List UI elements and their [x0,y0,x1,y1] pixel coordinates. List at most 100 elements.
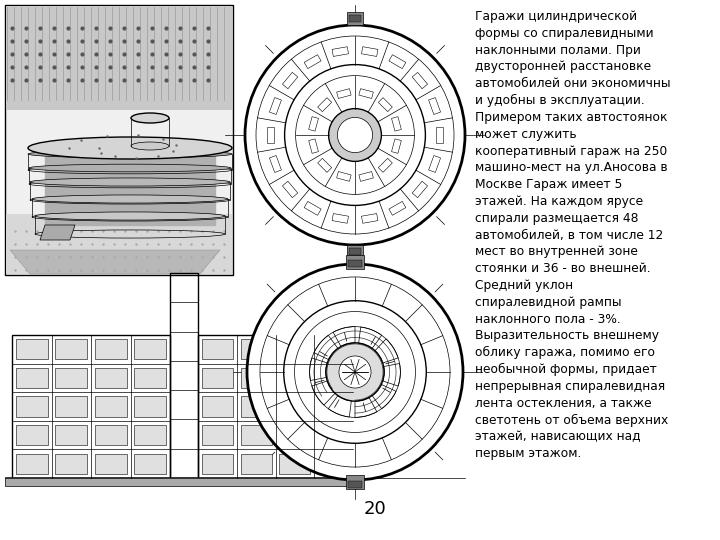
Bar [135,339,166,359]
Bar [304,55,321,69]
Bar [6,6,232,110]
Bar [318,425,349,445]
Bar [309,139,318,153]
Circle shape [328,109,382,161]
Bar [279,339,310,359]
Bar [135,396,166,416]
Bar [392,117,401,131]
Bar [6,214,232,274]
Bar [240,339,271,359]
Bar [332,47,348,57]
Bar [95,454,127,474]
Text: 20: 20 [364,500,387,518]
Bar [5,477,350,486]
Bar [428,98,441,114]
Bar [348,481,362,488]
Bar [392,139,401,153]
Bar [436,127,444,143]
Ellipse shape [28,150,232,158]
Bar [16,396,48,416]
Bar [347,12,364,25]
Bar [16,425,48,445]
Ellipse shape [29,164,231,172]
Bar [332,213,348,223]
Bar [279,454,310,474]
Bar [202,396,233,416]
Bar [304,201,321,215]
Circle shape [339,356,371,388]
Bar [16,339,48,359]
Bar [428,156,441,172]
Ellipse shape [28,137,232,159]
Bar [55,454,87,474]
Polygon shape [45,155,215,225]
Circle shape [247,264,463,480]
Bar [135,425,166,445]
Bar [378,158,392,172]
Bar [266,127,274,143]
Bar [202,339,233,359]
Bar [135,368,166,388]
Bar [359,89,374,98]
Bar [202,368,233,388]
Bar [361,47,378,57]
Bar [378,98,392,112]
Ellipse shape [30,178,230,186]
Bar [170,273,198,478]
Bar [95,368,127,388]
Bar [55,396,87,416]
Bar [135,454,166,474]
Bar [359,172,374,181]
Bar [282,72,298,89]
Bar [55,368,87,388]
Text: Гаражи цилиндрической
формы со спиралевидными
наклонными полами. При
двусторонне: Гаражи цилиндрической формы со спиралеви… [475,10,670,460]
Bar [318,158,332,172]
Bar [279,368,310,388]
Bar [347,245,364,258]
Bar [348,260,362,267]
Bar [16,454,48,474]
Bar [337,172,351,181]
Bar [389,201,406,215]
Bar [198,335,353,478]
Bar [55,425,87,445]
Ellipse shape [131,142,169,150]
Bar [202,454,233,474]
Bar [318,454,349,474]
Circle shape [284,65,426,205]
Ellipse shape [35,212,225,220]
Bar [346,475,364,489]
Circle shape [326,343,384,401]
Bar [16,368,48,388]
Bar [95,339,127,359]
Bar [346,255,364,269]
Bar [412,72,428,89]
Bar [240,425,271,445]
Bar [5,5,233,275]
Bar [240,396,271,416]
Bar [202,425,233,445]
Polygon shape [40,225,75,240]
Bar [282,181,298,198]
Bar [95,425,127,445]
Bar [279,396,310,416]
Bar [240,368,271,388]
Bar [269,98,282,114]
Polygon shape [10,250,220,274]
Bar [389,55,406,69]
Bar [309,117,318,131]
Bar [349,15,361,22]
Bar [349,248,361,255]
Bar [337,89,351,98]
Bar [318,368,349,388]
Circle shape [284,301,426,443]
Bar [12,335,170,478]
Bar [95,396,127,416]
Circle shape [245,25,465,245]
Bar [412,181,428,198]
Bar [361,213,378,223]
Ellipse shape [131,113,169,123]
Circle shape [338,117,373,153]
Bar [318,339,349,359]
Ellipse shape [32,195,228,203]
